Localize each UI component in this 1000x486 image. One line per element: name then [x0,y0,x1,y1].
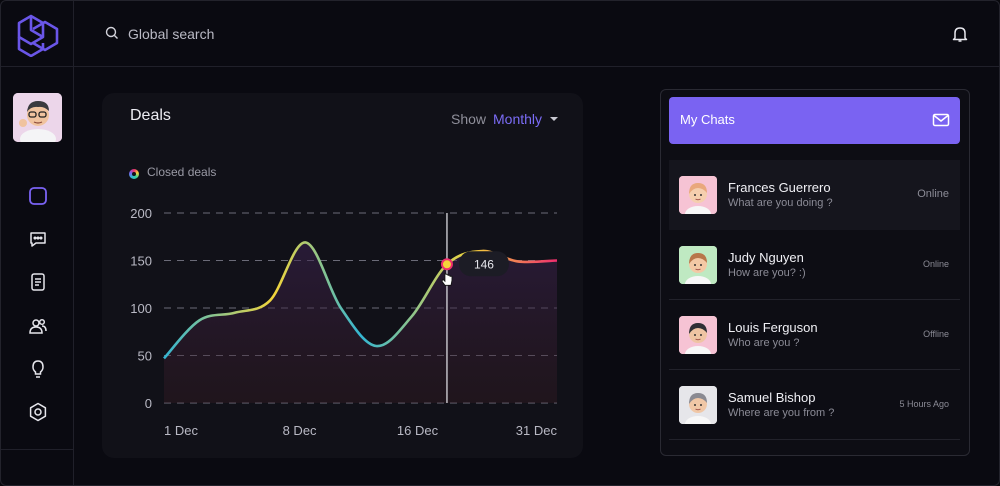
status-label: Online [917,188,949,200]
contact-name: Louis Ferguson [728,320,818,335]
x-tick-label: 1 Dec [164,423,198,438]
topbar [74,1,999,67]
show-label: Show [451,111,487,127]
last-message: What are you doing ? [728,197,833,209]
tooltip-box [458,251,509,277]
tooltip-point[interactable] [440,258,453,271]
chat-item[interactable]: Louis Ferguson Who are you ? Offline [669,300,960,370]
search-icon [104,25,120,41]
deals-chart: 200 150 100 50 0 1 Dec 8 Dec 16 Dec 31 Dec 146 [130,206,558,438]
my-chats-title: My Chats [680,112,735,127]
contact-avatar [679,316,717,354]
row-divider [669,299,960,300]
last-message: Where are you from ? [728,407,835,419]
status-label: 5 Hours Ago [899,399,949,409]
bell-icon[interactable] [951,25,969,43]
users-icon[interactable] [27,315,49,337]
chat-item[interactable]: Frances Guerrero What are you doing ? On… [669,160,960,230]
deals-card: Deals Show Monthly Closed deals [102,93,583,458]
deals-title: Deals [130,107,171,124]
mail-icon[interactable] [932,111,950,129]
hand-cursor-icon [441,272,453,286]
y-tick-label: 50 [138,349,152,364]
dashboard-icon[interactable] [27,185,49,207]
y-tick-label: 150 [130,254,152,269]
period-select[interactable]: Monthly [493,111,543,127]
x-tick-label: 16 Dec [397,423,439,438]
chat-item[interactable]: Judy Nguyen How are you? :) Online [669,230,960,300]
tooltip-value: 146 [474,257,494,271]
sidebar-divider [1,449,73,450]
my-chats-button[interactable]: My Chats [669,97,960,144]
x-tick-label: 31 Dec [516,423,558,438]
sidebar [1,1,74,485]
contact-avatar [679,246,717,284]
sidebar-divider [1,66,73,67]
y-tick-label: 0 [145,396,152,411]
document-icon[interactable] [27,271,49,293]
search-input[interactable] [126,21,430,47]
y-tick-label: 200 [130,206,152,221]
legend-label: Closed deals [147,165,217,179]
last-message: How are you? :) [728,267,806,279]
contact-name: Frances Guerrero [728,180,831,195]
chevron-down-icon[interactable] [550,117,558,121]
contact-avatar [679,176,717,214]
chat-icon[interactable] [27,228,49,250]
y-tick-label: 100 [130,301,152,316]
contact-name: Judy Nguyen [728,250,804,265]
contact-avatar [679,386,717,424]
logo-icon[interactable] [15,9,61,58]
row-divider [669,439,960,440]
chats-panel: My Chats Frances Guerrero What are you d… [660,89,970,456]
x-tick-label: 8 Dec [283,423,317,438]
status-label: Offline [923,329,949,339]
chat-item[interactable]: Samuel Bishop Where are you from ? 5 Hou… [669,370,960,440]
last-message: Who are you ? [728,337,800,349]
user-avatar[interactable] [13,93,62,142]
row-divider [669,369,960,370]
status-label: Online [922,259,949,269]
bulb-icon[interactable] [27,358,49,380]
contact-name: Samuel Bishop [728,390,816,405]
settings-icon[interactable] [27,401,49,423]
legend-dot-center [132,172,136,176]
chart-line [163,241,558,360]
chart-area [164,242,557,403]
